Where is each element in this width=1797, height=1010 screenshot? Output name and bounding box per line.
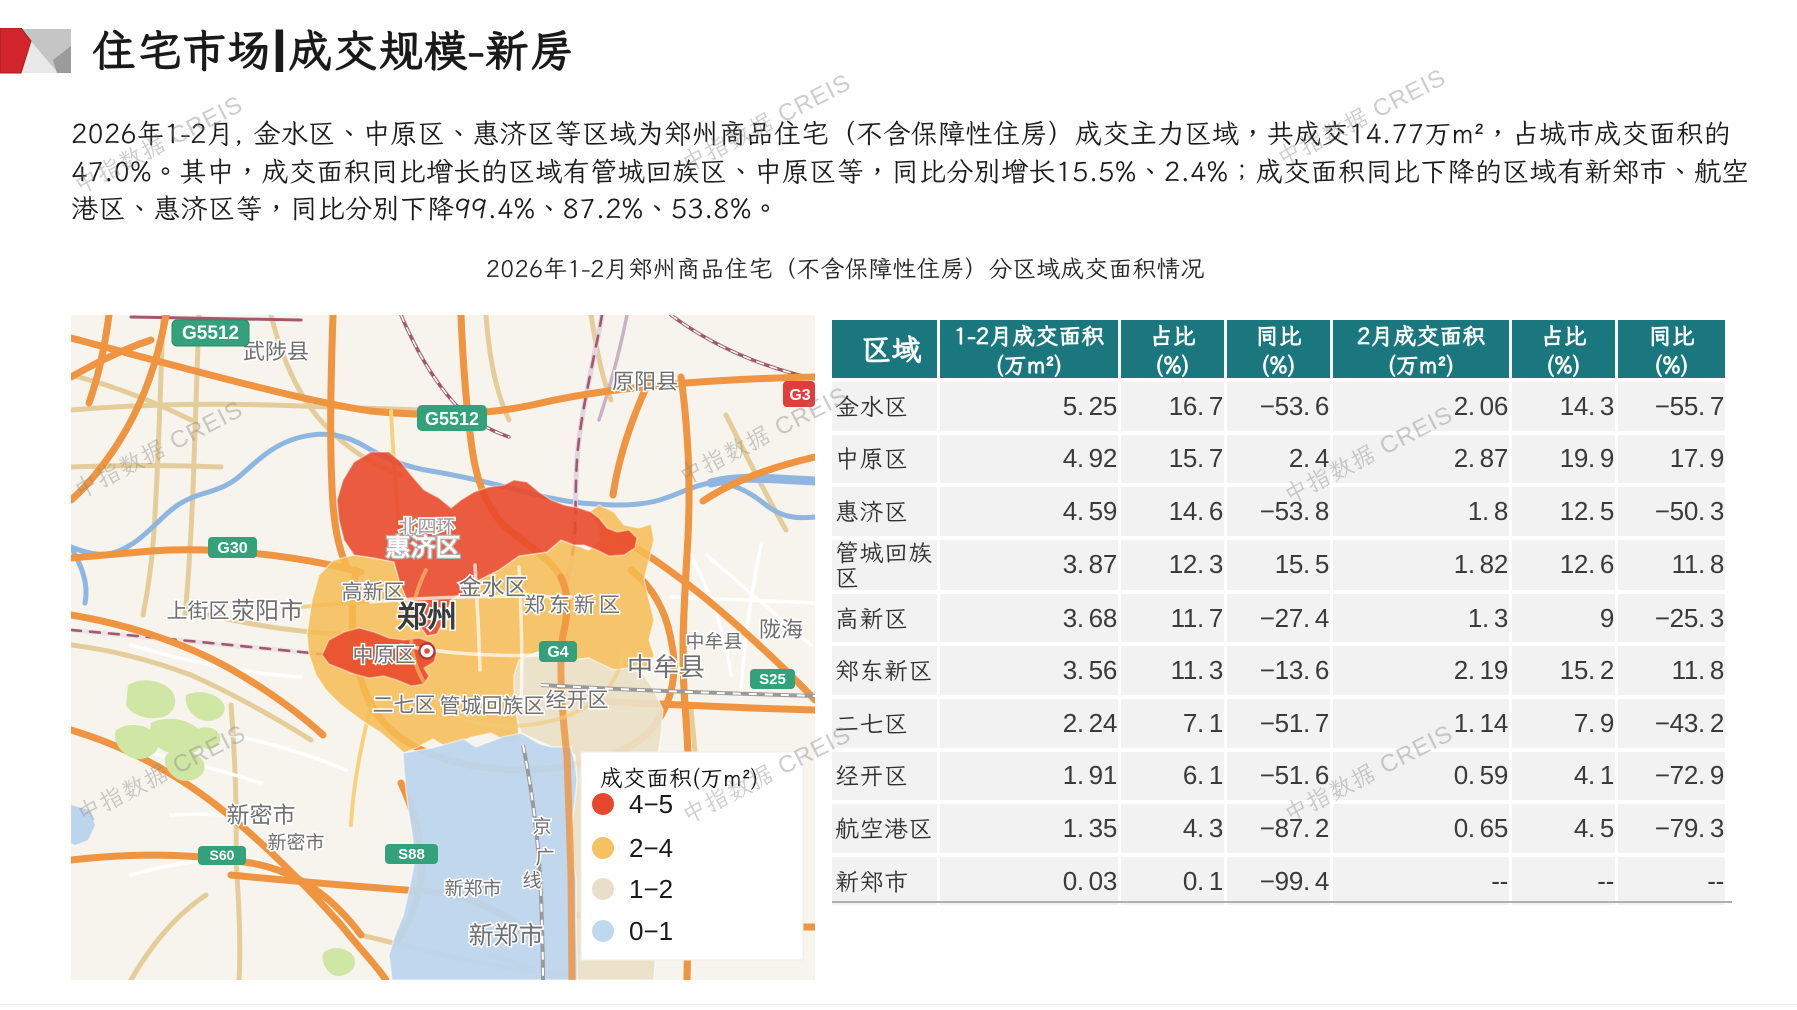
svg-text:G5512: G5512 <box>182 323 239 344</box>
svg-text:高新区: 高新区 <box>342 576 405 606</box>
svg-text:G5512: G5512 <box>425 409 479 429</box>
svg-text:中牟县: 中牟县 <box>627 647 705 684</box>
svg-text:G30: G30 <box>217 540 247 557</box>
svg-text:惠济区: 惠济区 <box>385 528 460 564</box>
svg-text:管城回族区: 管城回族区 <box>440 690 545 720</box>
svg-text:郑州: 郑州 <box>397 592 457 636</box>
svg-text:中原区: 中原区 <box>353 639 416 669</box>
svg-text:2−4: 2−4 <box>629 833 673 863</box>
svg-text:北四环: 北四环 <box>398 512 455 539</box>
svg-text:京: 京 <box>532 812 551 839</box>
svg-text:原阳县: 原阳县 <box>612 364 678 396</box>
svg-text:新郑市: 新郑市 <box>468 916 543 952</box>
svg-text:郑东新区: 郑东新区 <box>524 589 624 619</box>
svg-text:上街区: 上街区 <box>167 595 230 625</box>
svg-text:G3: G3 <box>789 387 810 404</box>
svg-text:二七区: 二七区 <box>373 689 436 719</box>
svg-text:S60: S60 <box>210 847 235 863</box>
svg-text:成交面积(万m²): 成交面积(万m²) <box>600 762 759 793</box>
svg-text:4−5: 4−5 <box>629 789 673 819</box>
svg-text:线: 线 <box>522 866 541 893</box>
svg-text:新郑市: 新郑市 <box>444 874 501 901</box>
svg-text:S88: S88 <box>398 846 425 863</box>
svg-text:经开区: 经开区 <box>546 684 609 714</box>
svg-text:0−1: 0−1 <box>629 916 673 946</box>
svg-text:新密市: 新密市 <box>267 828 324 855</box>
svg-text:广: 广 <box>535 843 554 870</box>
svg-text:新密市: 新密市 <box>227 796 296 830</box>
svg-text:中牟县: 中牟县 <box>685 627 742 654</box>
svg-text:武陟县: 武陟县 <box>243 334 309 366</box>
svg-text:金水区: 金水区 <box>459 568 528 602</box>
svg-text:陇海: 陇海 <box>759 612 803 644</box>
svg-text:S25: S25 <box>759 671 786 688</box>
svg-text:荥阳市: 荥阳市 <box>231 591 303 626</box>
svg-text:1−2: 1−2 <box>629 874 673 904</box>
svg-text:G4: G4 <box>547 644 568 661</box>
